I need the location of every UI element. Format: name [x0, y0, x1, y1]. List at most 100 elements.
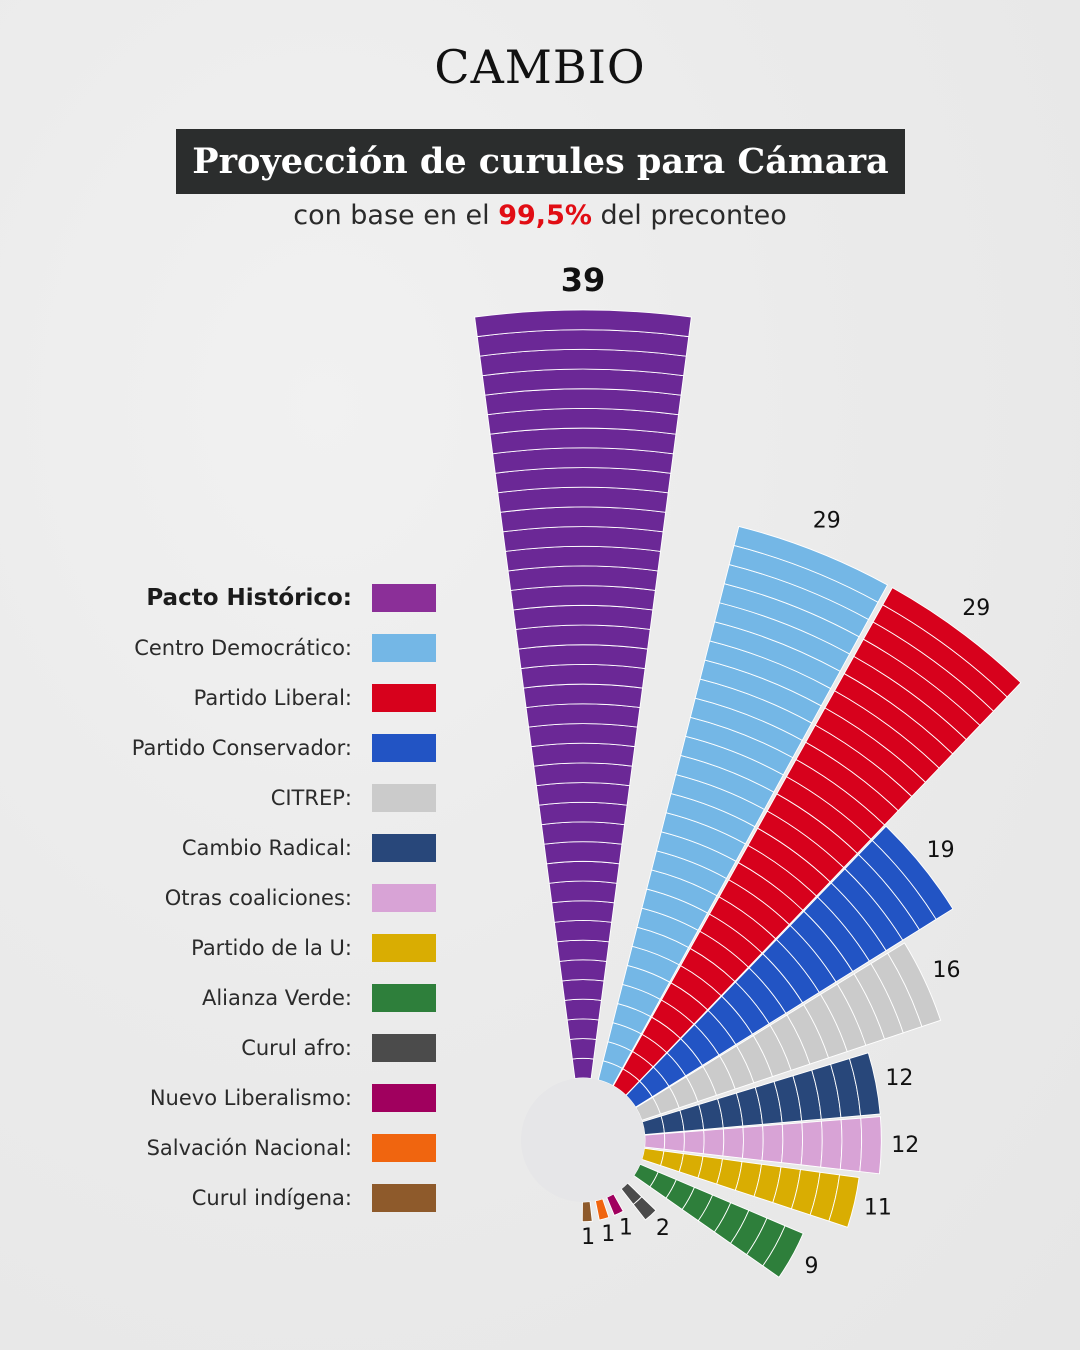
- seat-segment: [548, 880, 618, 904]
- legend-item-label: Nuevo Liberalismo:: [149, 1086, 352, 1110]
- seat-segment: [762, 1225, 804, 1278]
- seat-segment: [546, 860, 620, 884]
- seat-bar: [474, 309, 692, 1080]
- legend-item: Salvación Nacional:: [60, 1133, 436, 1163]
- legend-swatch: [372, 934, 436, 962]
- legend-swatch: [372, 1184, 436, 1212]
- seat-bar: [597, 525, 889, 1087]
- seat-bar: [644, 1116, 882, 1175]
- seat-segment: [632, 1196, 657, 1221]
- legend-swatch: [372, 634, 436, 662]
- seat-segment: [594, 1198, 610, 1221]
- subtitle-prefix: con base en el: [293, 200, 499, 231]
- seat-segment: [525, 703, 641, 728]
- seat-segment: [644, 1133, 666, 1150]
- seat-value-label: 2: [656, 1216, 670, 1241]
- legend-item: Curul afro:: [60, 1033, 436, 1063]
- title-banner: Proyección de curules para Cámara: [176, 129, 905, 194]
- seat-bar: [641, 1147, 860, 1228]
- seat-segment: [566, 1018, 600, 1040]
- seat-segment: [569, 1038, 597, 1060]
- legend-item: Nuevo Liberalismo:: [60, 1083, 436, 1113]
- legend-swatch: [372, 1084, 436, 1112]
- legend-item: Centro Democrático:: [60, 633, 436, 663]
- seat-value-label: 1: [619, 1215, 633, 1240]
- seat-segment: [781, 1122, 803, 1166]
- legend-item-label: Alianza Verde:: [201, 986, 352, 1010]
- seat-value-label: 16: [933, 958, 961, 983]
- seat-value-label: 1: [581, 1225, 595, 1250]
- seat-segment: [839, 1117, 863, 1173]
- seat-segment: [561, 979, 605, 1001]
- legend-item-label: Curul afro:: [241, 1036, 352, 1060]
- seat-segment: [722, 1126, 744, 1159]
- seat-segment: [702, 1128, 725, 1157]
- legend-swatch: [372, 984, 436, 1012]
- seat-segment: [683, 1130, 705, 1155]
- brand-logo: CAMBIO: [434, 40, 646, 94]
- seat-segment: [733, 525, 889, 603]
- legend-item-label: CITREP:: [270, 786, 352, 810]
- seat-value-label: 12: [885, 1066, 913, 1091]
- seat-segment: [741, 1125, 764, 1161]
- seat-segment: [871, 825, 954, 920]
- seat-segment: [859, 1116, 882, 1175]
- center-hub: [521, 1078, 645, 1202]
- seat-value-label: 12: [891, 1133, 919, 1158]
- seat-bar: [612, 587, 1022, 1096]
- seat-bar: [606, 1193, 624, 1217]
- legend-swatch: [372, 584, 436, 612]
- seat-bar: [594, 1198, 610, 1221]
- seat-value-label: 9: [804, 1254, 818, 1279]
- seat-segment: [606, 1193, 624, 1217]
- legend-item-label: Centro Democrático:: [134, 636, 352, 660]
- legend-item: Alianza Verde:: [60, 983, 436, 1013]
- seat-value-label: 29: [813, 509, 841, 534]
- seat-value-label: 11: [864, 1196, 892, 1221]
- seat-segment: [558, 959, 608, 982]
- seat-segment: [553, 920, 613, 943]
- seat-segment: [887, 942, 942, 1028]
- seat-segment: [641, 1147, 665, 1167]
- subtitle-suffix: del preconteo: [591, 200, 787, 231]
- seat-segment: [848, 1052, 881, 1117]
- seat-value-label: 1: [601, 1222, 615, 1247]
- seat-segment: [663, 1131, 685, 1152]
- subtitle-highlight: 99,5%: [498, 200, 592, 231]
- seat-segment: [528, 723, 638, 748]
- legend-item: Pacto Histórico:: [60, 583, 436, 613]
- seat-value-label: 19: [927, 838, 955, 863]
- seat-segment: [538, 801, 628, 826]
- seat-segment: [474, 309, 692, 338]
- legend-item-label: Pacto Histórico:: [146, 585, 352, 611]
- legend-item: Otras coaliciones:: [60, 883, 436, 913]
- seat-bar: [581, 1201, 593, 1223]
- legend-item: Curul indígena:: [60, 1183, 436, 1213]
- seat-value-label: 39: [561, 261, 606, 299]
- legend-swatch: [372, 1034, 436, 1062]
- legend-item-label: Partido Liberal:: [193, 686, 352, 710]
- seat-bar: [620, 1182, 657, 1221]
- seat-bar: [635, 942, 942, 1121]
- seat-segment: [535, 782, 631, 806]
- legend-swatch: [372, 684, 436, 712]
- seat-segment: [828, 1174, 860, 1228]
- legend-item-label: Partido Conservador:: [131, 736, 352, 760]
- legend-item: Partido Liberal:: [60, 683, 436, 713]
- legend-swatch: [372, 834, 436, 862]
- legend-item: CITREP:: [60, 783, 436, 813]
- seat-segment: [761, 1123, 784, 1164]
- seat-bar: [625, 825, 954, 1108]
- seat-segment: [556, 939, 610, 962]
- legend-item-label: Cambio Radical:: [181, 836, 352, 860]
- seat-segment: [540, 821, 626, 845]
- seat-segment: [522, 683, 644, 709]
- seat-segment: [564, 998, 602, 1021]
- chart-subtitle: con base en el 99,5% del preconteo: [0, 200, 1080, 231]
- seat-bar: [633, 1163, 804, 1278]
- seat-segment: [520, 664, 646, 689]
- legend-item-label: Partido de la U:: [191, 936, 352, 960]
- seat-segment: [530, 742, 636, 767]
- legend-item: Partido de la U:: [60, 933, 436, 963]
